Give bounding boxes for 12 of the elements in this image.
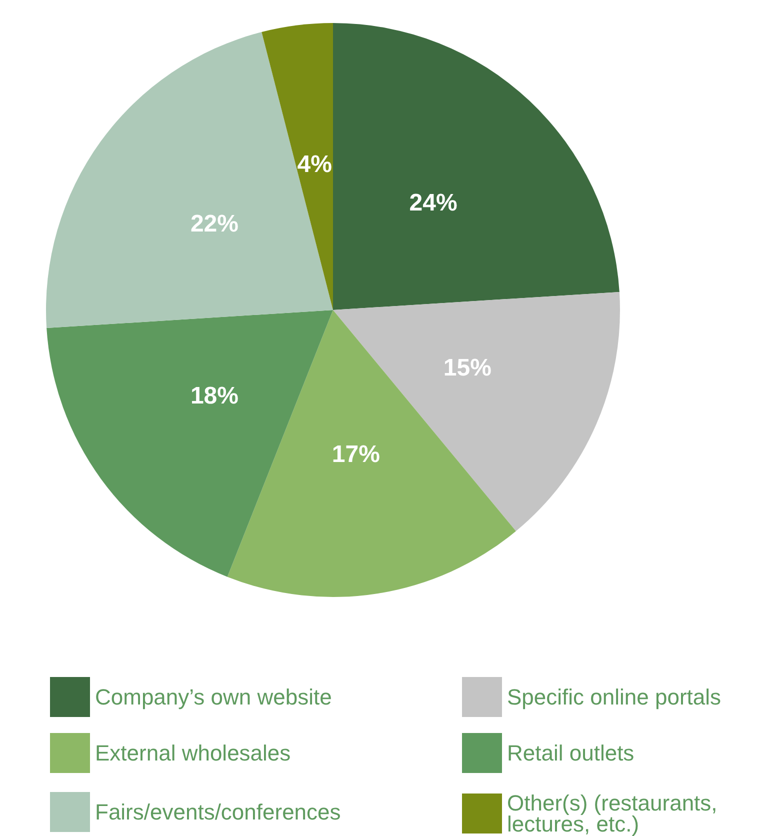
legend-label: Specific online portals xyxy=(507,684,722,710)
data-label: 17% xyxy=(332,441,380,468)
data-label: 15% xyxy=(443,354,492,382)
data-label: 18% xyxy=(190,382,238,410)
legend-label: Retail outlets xyxy=(507,740,634,766)
legend-label: Other(s) (restaurants, lectures, etc.) xyxy=(507,790,724,836)
legend-label: Company’s own website xyxy=(95,684,332,710)
data-label: 24% xyxy=(409,190,458,217)
legend-label: Fairs/events/conferences xyxy=(95,800,341,824)
data-label: 22% xyxy=(190,210,238,238)
data-label: 4% xyxy=(297,151,332,178)
legend-label: External wholesales xyxy=(95,740,291,766)
